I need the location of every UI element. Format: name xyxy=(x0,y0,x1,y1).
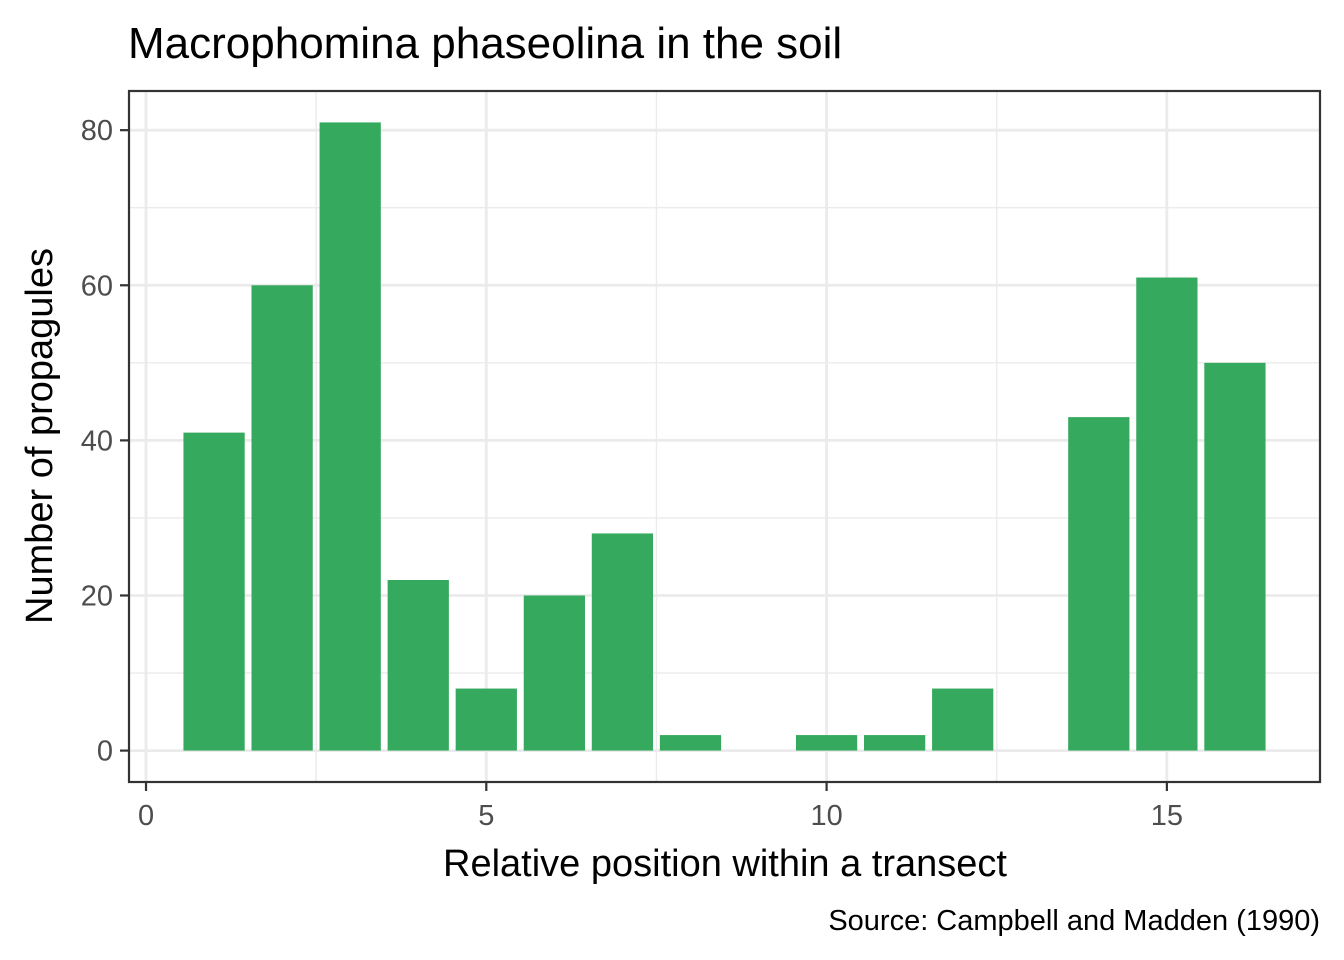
y-tick-label: 0 xyxy=(97,736,113,768)
bar xyxy=(523,595,585,751)
bar xyxy=(591,533,654,751)
bar xyxy=(932,688,994,751)
bar xyxy=(1068,417,1130,751)
bar xyxy=(1136,277,1198,751)
bar xyxy=(251,285,313,751)
bar xyxy=(387,579,449,751)
y-tick-label: 20 xyxy=(81,580,113,612)
x-tick-label: 10 xyxy=(810,800,842,832)
bar xyxy=(659,735,722,751)
x-axis-title: Relative position within a transect xyxy=(443,843,1007,885)
y-tick-label: 80 xyxy=(81,115,113,147)
bar xyxy=(795,735,858,751)
bars xyxy=(183,122,1266,751)
bar xyxy=(864,735,926,751)
x-tick-label: 0 xyxy=(138,800,154,832)
bar xyxy=(183,432,245,751)
y-tick-label: 40 xyxy=(81,425,113,457)
bar xyxy=(1204,362,1266,751)
plot-panel xyxy=(127,89,1322,784)
panel-border xyxy=(127,89,1322,784)
chart-title: Macrophomina phaseolina in the soil xyxy=(128,19,842,68)
x-tick-label: 15 xyxy=(1151,800,1183,832)
y-axis: 0 20 40 60 80 xyxy=(81,115,129,768)
x-axis: 0 5 10 15 xyxy=(138,782,1183,832)
caption: Source: Campbell and Madden (1990) xyxy=(828,905,1320,937)
x-tick-label: 5 xyxy=(478,800,494,832)
bar xyxy=(455,688,517,751)
y-tick-label: 60 xyxy=(81,270,113,302)
bar xyxy=(319,122,381,751)
y-axis-title: Number of propagules xyxy=(19,248,61,624)
